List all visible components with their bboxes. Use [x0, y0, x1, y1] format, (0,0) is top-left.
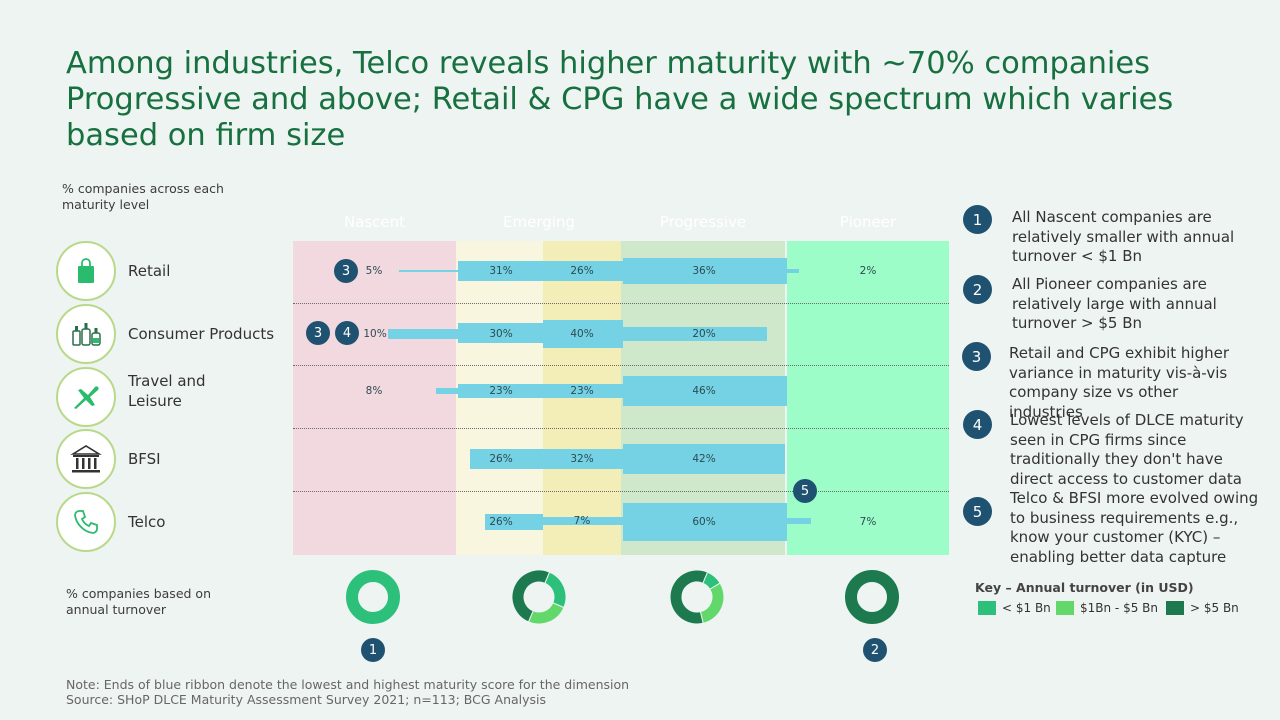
turnover-caption: % companies based on annual turnover [66, 586, 211, 617]
ribbon-segment [543, 449, 623, 469]
pct-label: 30% [489, 328, 513, 340]
industry-label-retail: Retail [128, 262, 171, 280]
donut-slice [845, 570, 899, 624]
header-emerging: Emerging [503, 213, 575, 231]
pct-label: 26% [570, 265, 594, 277]
note-text: All Pioneer companies are relatively lar… [1012, 275, 1217, 332]
ribbon-segment [623, 327, 767, 341]
note-number: 3 [962, 342, 991, 371]
footnote: Note: Ends of blue ribbon denote the low… [66, 677, 630, 692]
donut-slice [346, 570, 400, 624]
ribbon-segment [470, 449, 543, 469]
pct-label: 23% [489, 385, 513, 397]
pct-label: 2% [859, 265, 877, 277]
row-divider [293, 428, 949, 429]
ribbon-segment [388, 329, 458, 339]
donut-slice [669, 569, 709, 625]
bank-icon [56, 429, 116, 489]
pct-label: 32% [570, 453, 594, 465]
key-label: $1Bn - $5 Bn [1080, 601, 1158, 615]
row-divider [293, 303, 949, 304]
ribbon-segment [543, 320, 623, 348]
ribbon-segment [458, 323, 543, 343]
phone-icon [56, 492, 116, 552]
page-title: Among industries, Telco reveals higher m… [66, 46, 1174, 153]
note-text: Retail and CPG exhibit higher variance i… [1009, 344, 1230, 421]
key-label: < $1 Bn [1002, 601, 1051, 615]
note-badge-2: 2 [863, 638, 887, 662]
key-label: > $5 Bn [1190, 601, 1239, 615]
pct-label: 36% [692, 265, 716, 277]
note-number: 2 [963, 275, 992, 304]
donut-slice [699, 582, 725, 624]
ribbon-line [399, 270, 458, 272]
pct-label: 7% [859, 516, 877, 528]
pct-label: 5% [365, 265, 383, 277]
pct-label: 7% [573, 515, 591, 527]
note-badge-5: 5 [793, 479, 817, 503]
pct-label: 23% [570, 385, 594, 397]
ribbon-segment [623, 376, 787, 406]
ribbon-line [787, 269, 799, 273]
donut-slice [511, 569, 551, 623]
emerging-column [543, 241, 621, 555]
ribbon-line [787, 518, 811, 524]
pct-label: 40% [570, 328, 594, 340]
note-text: Lowest levels of DLCE maturity seen in C… [1010, 411, 1244, 488]
pct-label: 46% [692, 385, 716, 397]
note-badge-1: 1 [361, 638, 385, 662]
note-badge-3: 3 [334, 259, 358, 283]
maturity-caption: % companies across each maturity level [62, 181, 224, 212]
donut-slice [527, 602, 565, 625]
ribbon-segment [485, 514, 543, 530]
row-divider [293, 491, 949, 492]
pioneer-column [787, 241, 949, 555]
pct-label: 26% [489, 516, 513, 528]
ribbon-segment [623, 503, 787, 541]
key-swatch [1056, 601, 1074, 615]
bottles-icon [56, 304, 116, 364]
industry-label-telco: Telco [128, 513, 166, 531]
emerging-column-light [456, 241, 543, 555]
pct-label: 20% [692, 328, 716, 340]
industry-label-travel: Travel and Leisure [128, 372, 206, 410]
key-title: Key – Annual turnover (in USD) [975, 580, 1194, 595]
pct-label: 26% [489, 453, 513, 465]
key-swatch [1166, 601, 1184, 615]
row-divider [293, 365, 949, 366]
donut-slice [544, 571, 567, 609]
note-number: 4 [963, 410, 992, 439]
ribbon-segment [543, 517, 623, 525]
industry-label-consumer-products: Consumer Products [128, 325, 275, 343]
note-badge-3: 3 [306, 321, 330, 345]
ribbon-segment [623, 444, 785, 474]
note-number: 5 [963, 497, 992, 526]
ribbon-segment [458, 261, 623, 281]
pct-label: 10% [363, 328, 387, 340]
key-swatch [978, 601, 996, 615]
ribbon-segment [436, 388, 458, 394]
ribbon-segment [623, 258, 787, 284]
pct-label: 42% [692, 453, 716, 465]
pct-label: 8% [365, 385, 383, 397]
note-number: 1 [963, 205, 992, 234]
pct-label: 60% [692, 516, 716, 528]
note-text: Telco & BFSI more evolved owing to busin… [1010, 489, 1259, 566]
header-progressive: Progressive [659, 213, 747, 231]
nascent-column [293, 241, 456, 555]
industry-label-bfsi: BFSI [128, 450, 161, 468]
header-pioneer: Pioneer [839, 213, 897, 231]
ribbon-segment [458, 384, 623, 398]
pct-label: 31% [489, 265, 513, 277]
shopping-bag-icon [56, 241, 116, 301]
airplane-icon [56, 367, 116, 427]
note-text: All Nascent companies are relatively sma… [1012, 208, 1235, 265]
note-badge-4: 4 [335, 321, 359, 345]
source: Source: SHoP DLCE Maturity Assessment Su… [66, 692, 547, 707]
header-nascent: Nascent [343, 213, 406, 231]
